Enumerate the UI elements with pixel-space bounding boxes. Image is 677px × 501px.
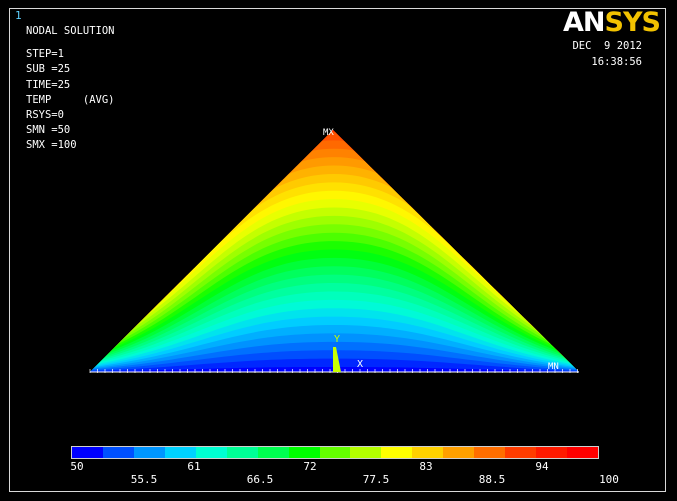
colorbar-cell <box>164 447 196 458</box>
info-step: STEP=1 <box>26 48 64 61</box>
colorbar-cell <box>443 447 475 458</box>
colorbar-cell <box>350 447 382 458</box>
timestamp-time: 16:38:56 <box>591 55 642 68</box>
legend-tick-top: 94 <box>535 460 549 473</box>
window-number: 1 <box>15 9 22 22</box>
colorbar-cell <box>288 447 320 458</box>
min-marker: MN <box>548 362 559 372</box>
info-sub: SUB =25 <box>26 63 71 76</box>
colorbar-cell <box>412 447 444 458</box>
legend-tick-bottom: 88.5 <box>478 473 506 486</box>
legend-tick-top: 50 <box>70 460 84 473</box>
legend-tick-top: 72 <box>303 460 317 473</box>
info-temp: TEMP (AVG) <box>26 93 115 106</box>
info-smx: SMX =100 <box>26 139 77 152</box>
max-marker: MX <box>323 128 334 138</box>
colorbar-cell <box>319 447 351 458</box>
info-rsys: RSYS=0 <box>26 109 64 122</box>
colorbar-cell <box>536 447 567 458</box>
viewport-frame <box>9 8 666 492</box>
colorbar-cell <box>195 447 227 458</box>
timestamp: DEC 9 2012 16:38:56 <box>572 39 642 70</box>
colorbar-cell <box>72 447 103 458</box>
axis-x-label: X <box>357 359 363 370</box>
solution-title: NODAL SOLUTION <box>26 25 115 37</box>
legend-tick-bottom: 66.5 <box>246 473 274 486</box>
legend-tick-top: 83 <box>419 460 433 473</box>
colorbar-cell <box>474 447 506 458</box>
info-smn: SMN =50 <box>26 124 71 137</box>
axis-y-label: Y <box>334 334 340 345</box>
legend-tick-bottom: 100 <box>599 473 619 486</box>
legend-tick-bottom: 55.5 <box>130 473 158 486</box>
colorbar-cell <box>133 447 165 458</box>
colorbar-cell <box>102 447 134 458</box>
solution-info: NODAL SOLUTION STEP=1 SUB =25 TIME=25 TE… <box>26 24 115 154</box>
coordinate-triad <box>333 347 341 372</box>
timestamp-date: DEC 9 2012 <box>572 40 642 52</box>
legend-tick-bottom: 77.5 <box>362 473 390 486</box>
legend-tick-top: 61 <box>187 460 201 473</box>
colorbar-cell <box>505 447 537 458</box>
logo-part-sys: SYS <box>604 7 661 38</box>
ansys-logo: ANSYS <box>563 7 661 38</box>
colorbar-cell <box>567 447 598 458</box>
colorbar-cell <box>381 447 413 458</box>
colorbar <box>71 446 599 459</box>
info-time: TIME=25 <box>26 78 71 91</box>
colorbar-cell <box>226 447 258 458</box>
logo-part-an: AN <box>563 7 605 38</box>
colorbar-cell <box>257 447 289 458</box>
color-legend <box>71 446 599 460</box>
